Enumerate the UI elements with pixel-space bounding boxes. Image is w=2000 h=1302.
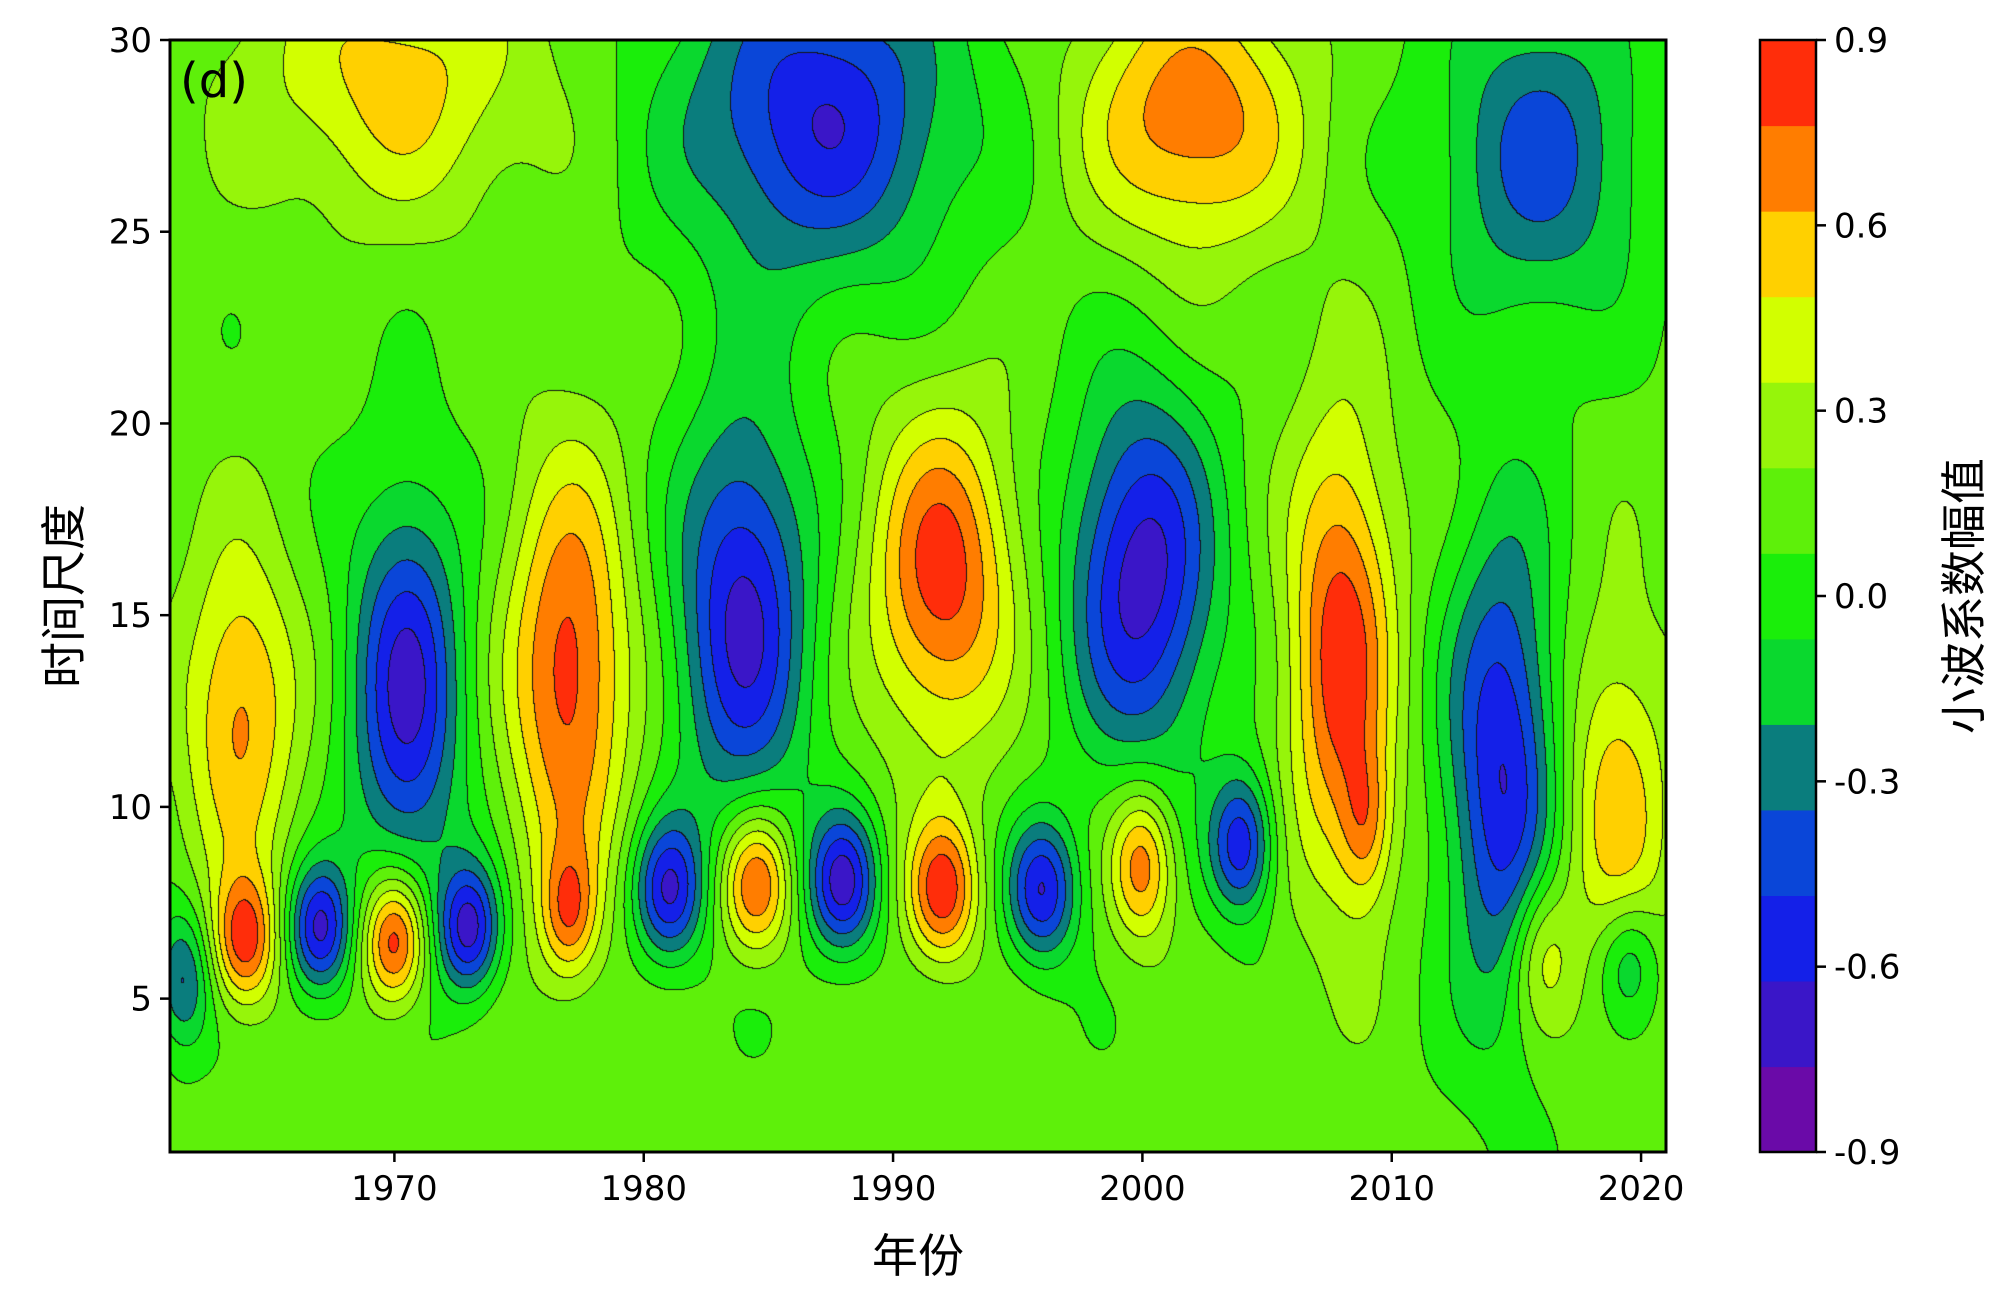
wavelet-coefficient-field (170, 40, 1666, 1152)
y-axis-label: 时间尺度 (37, 504, 91, 688)
x-tick-label: 1990 (850, 1169, 937, 1209)
x-axis-ticks: 1970 1980 1990 2000 2010 2020 (351, 1152, 1684, 1209)
colorbar-band (1760, 211, 1816, 298)
panel-label: (d) (180, 53, 248, 109)
colorbar-label: 小波系数幅值 (1937, 458, 1991, 734)
colorbar-band (1760, 553, 1816, 640)
colorbar (1760, 40, 1816, 1153)
colorbar-band (1760, 638, 1816, 725)
y-tick-label: 30 (109, 21, 152, 61)
x-tick-label: 1970 (351, 1169, 438, 1209)
y-tick-label: 15 (109, 596, 152, 636)
colorbar-band (1760, 467, 1816, 554)
colorbar-band (1760, 1066, 1816, 1153)
plot-frame (168, 38, 1668, 1154)
colorbar-band (1760, 40, 1816, 127)
colorbar-band (1760, 980, 1816, 1068)
colorbar-ticks: 0.9 0.6 0.3 0.0 -0.3 -0.6 -0.9 (1816, 21, 1900, 1173)
colorbar-band (1760, 809, 1816, 896)
x-tick-label: 2000 (1099, 1169, 1186, 1209)
y-tick-label: 5 (130, 980, 152, 1020)
y-tick-label: 20 (109, 404, 152, 444)
colorbar-tick-label: 0.3 (1834, 392, 1888, 432)
contour-plot-area: (d) (168, 38, 1668, 1154)
x-axis-label: 年份 (872, 1229, 964, 1283)
x-tick-label: 1980 (600, 1169, 687, 1209)
x-tick-label: 2020 (1598, 1169, 1685, 1209)
colorbar-band (1760, 895, 1816, 982)
colorbar-band (1760, 724, 1816, 811)
x-tick-label: 2010 (1348, 1169, 1435, 1209)
colorbar-band (1760, 382, 1816, 469)
colorbar-tick-label: -0.9 (1834, 1133, 1900, 1173)
colorbar-tick-label: 0.6 (1834, 206, 1888, 246)
colorbar-tick-label: 0.9 (1834, 21, 1888, 61)
colorbar-tick-label: -0.3 (1834, 762, 1900, 802)
colorbar-band (1760, 125, 1816, 212)
colorbar-tick-label: 0.0 (1834, 577, 1888, 617)
y-tick-label: 25 (109, 213, 152, 253)
colorbar-tick-label: -0.6 (1834, 948, 1900, 988)
colorbar-band (1760, 296, 1816, 383)
y-axis-ticks: 5 10 15 20 25 30 (109, 21, 170, 1020)
y-tick-label: 10 (109, 788, 152, 828)
